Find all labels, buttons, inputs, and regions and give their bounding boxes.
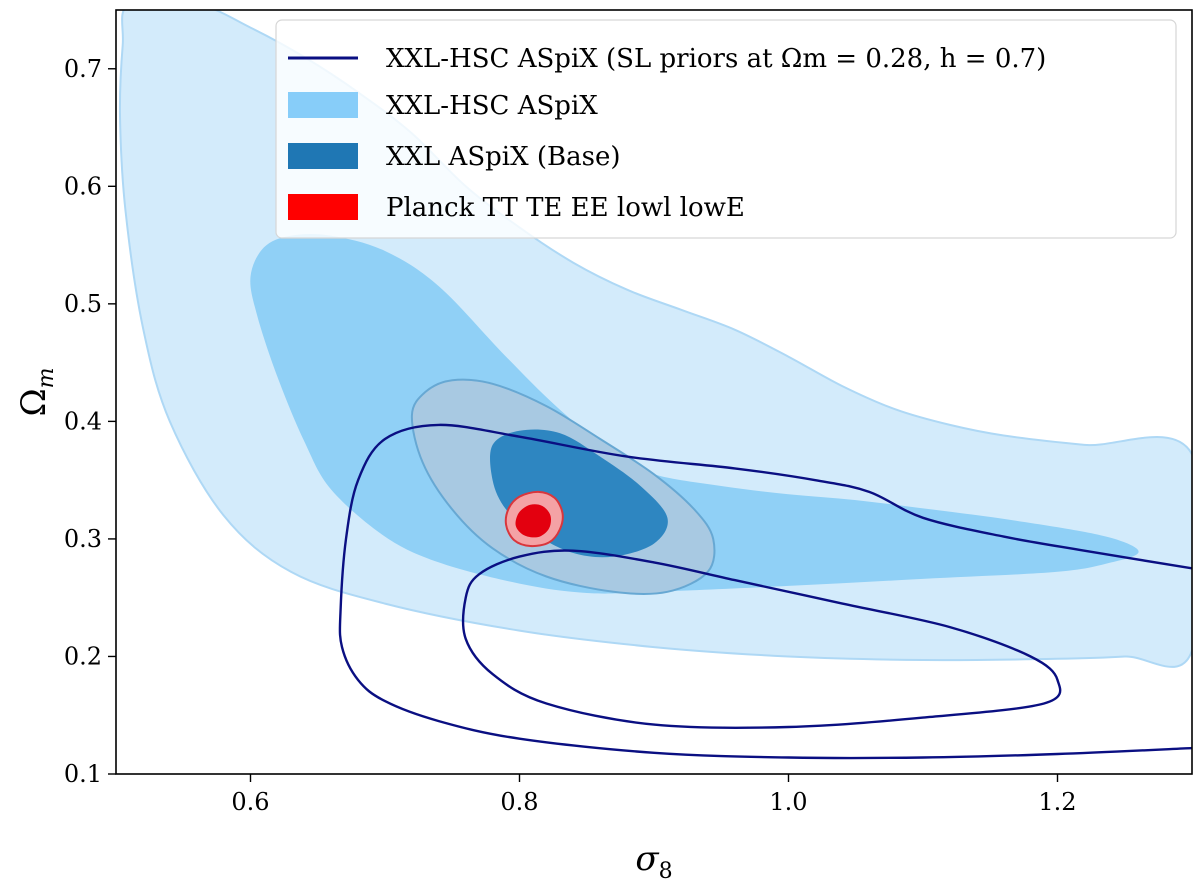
y-tick-label: 0.6	[64, 172, 102, 200]
x-tick-label: 1.0	[769, 788, 807, 816]
contour-xxl-hsc-aspix-sl-priors-68	[461, 549, 1062, 730]
x-tick-label: 0.6	[231, 788, 269, 816]
contour-planck-68	[515, 504, 551, 538]
legend-swatch-planck	[288, 194, 358, 220]
legend-label-xxl-base: XXL ASpiX (Base)	[386, 142, 621, 172]
y-tick-label: 0.4	[64, 407, 102, 435]
y-axis-ticks: 0.1 0.2 0.3 0.4 0.5 0.6 0.7	[64, 55, 116, 788]
legend-label-planck: Planck TT TE EE lowl lowE	[386, 193, 745, 223]
x-tick-label: 0.8	[500, 788, 538, 816]
legend-swatch-xxl-base	[288, 143, 358, 169]
legend-swatch-xxl-hsc	[288, 92, 358, 118]
y-tick-label: 0.5	[64, 290, 102, 318]
y-tick-label: 0.2	[64, 642, 102, 670]
y-tick-label: 0.7	[64, 55, 102, 83]
legend-box	[275, 19, 1177, 239]
y-tick-label: 0.3	[64, 525, 102, 553]
legend-label-xxl-hsc: XXL-HSC ASpiX	[386, 91, 598, 121]
plot-frame	[115, 9, 1193, 775]
y-axis-label: Ωm	[14, 367, 59, 416]
legend: XXL-HSC ASpiX (SL priors at Ωm = 0.28, h…	[275, 19, 1177, 239]
x-tick-label: 1.2	[1038, 788, 1076, 816]
legend-label-sl-priors: XXL-HSC ASpiX (SL priors at Ωm = 0.28, h…	[386, 44, 1046, 74]
x-axis-label: σ8	[635, 839, 672, 884]
x-axis-ticks: 0.6 0.8 1.0 1.2	[231, 774, 1077, 816]
contour-xxl-hsc-aspix-sl-priors-95	[338, 423, 1192, 760]
y-tick-label: 0.1	[64, 760, 102, 788]
